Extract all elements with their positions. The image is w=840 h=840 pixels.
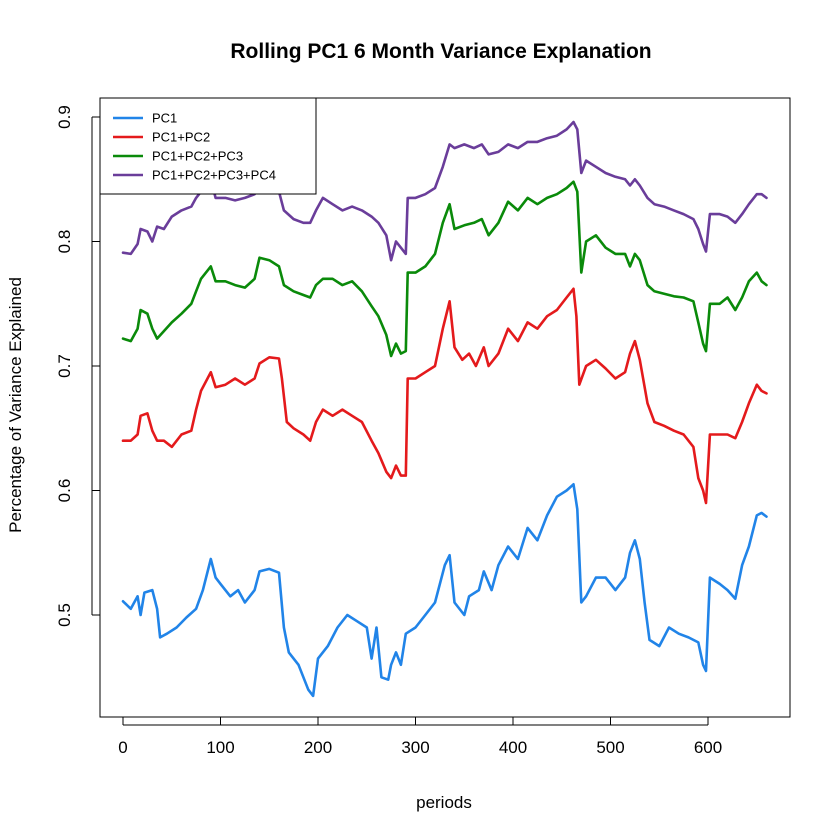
y-tick-label: 0.5: [55, 603, 74, 627]
x-tick-label: 500: [596, 738, 624, 757]
legend-label-3: PC1+PC2+PC3: [152, 149, 243, 164]
x-tick-label: 400: [499, 738, 527, 757]
x-tick-label: 300: [401, 738, 429, 757]
legend: PC1 PC1+PC2 PC1+PC2+PC3 PC1+PC2+PC3+PC4: [99, 97, 317, 195]
legend-label-2: PC1+PC2: [152, 130, 210, 145]
y-tick-label: 0.7: [55, 354, 74, 378]
series-layer: [121, 120, 768, 698]
x-axis-label: periods: [416, 793, 472, 812]
legend-label-1: PC1: [152, 111, 177, 126]
series-line-1: [121, 483, 768, 698]
legend-box: [99, 97, 317, 195]
y-tick-label: 0.9: [55, 105, 74, 129]
y-tick-label: 0.6: [55, 479, 74, 503]
legend-label-4: PC1+PC2+PC3+PC4: [152, 168, 276, 183]
x-tick-label: 100: [206, 738, 234, 757]
series-line-2: [121, 287, 768, 505]
x-tick-label: 600: [694, 738, 722, 757]
series-line-3: [121, 180, 768, 358]
plot-box: [99, 97, 791, 718]
y-axis-label: Percentage of Variance Explained: [6, 277, 25, 533]
y-tick-label: 0.8: [55, 230, 74, 254]
axes-layer: 0 100 200 300 400 500 600 0.5 0.6 0.7 0.8 0.9: [55, 97, 791, 757]
x-tick-label: 200: [304, 738, 332, 757]
x-tick-label: 0: [118, 738, 127, 757]
series-line-4: [121, 120, 768, 262]
chart-title: Rolling PC1 6 Month Variance Explanation: [230, 40, 651, 63]
